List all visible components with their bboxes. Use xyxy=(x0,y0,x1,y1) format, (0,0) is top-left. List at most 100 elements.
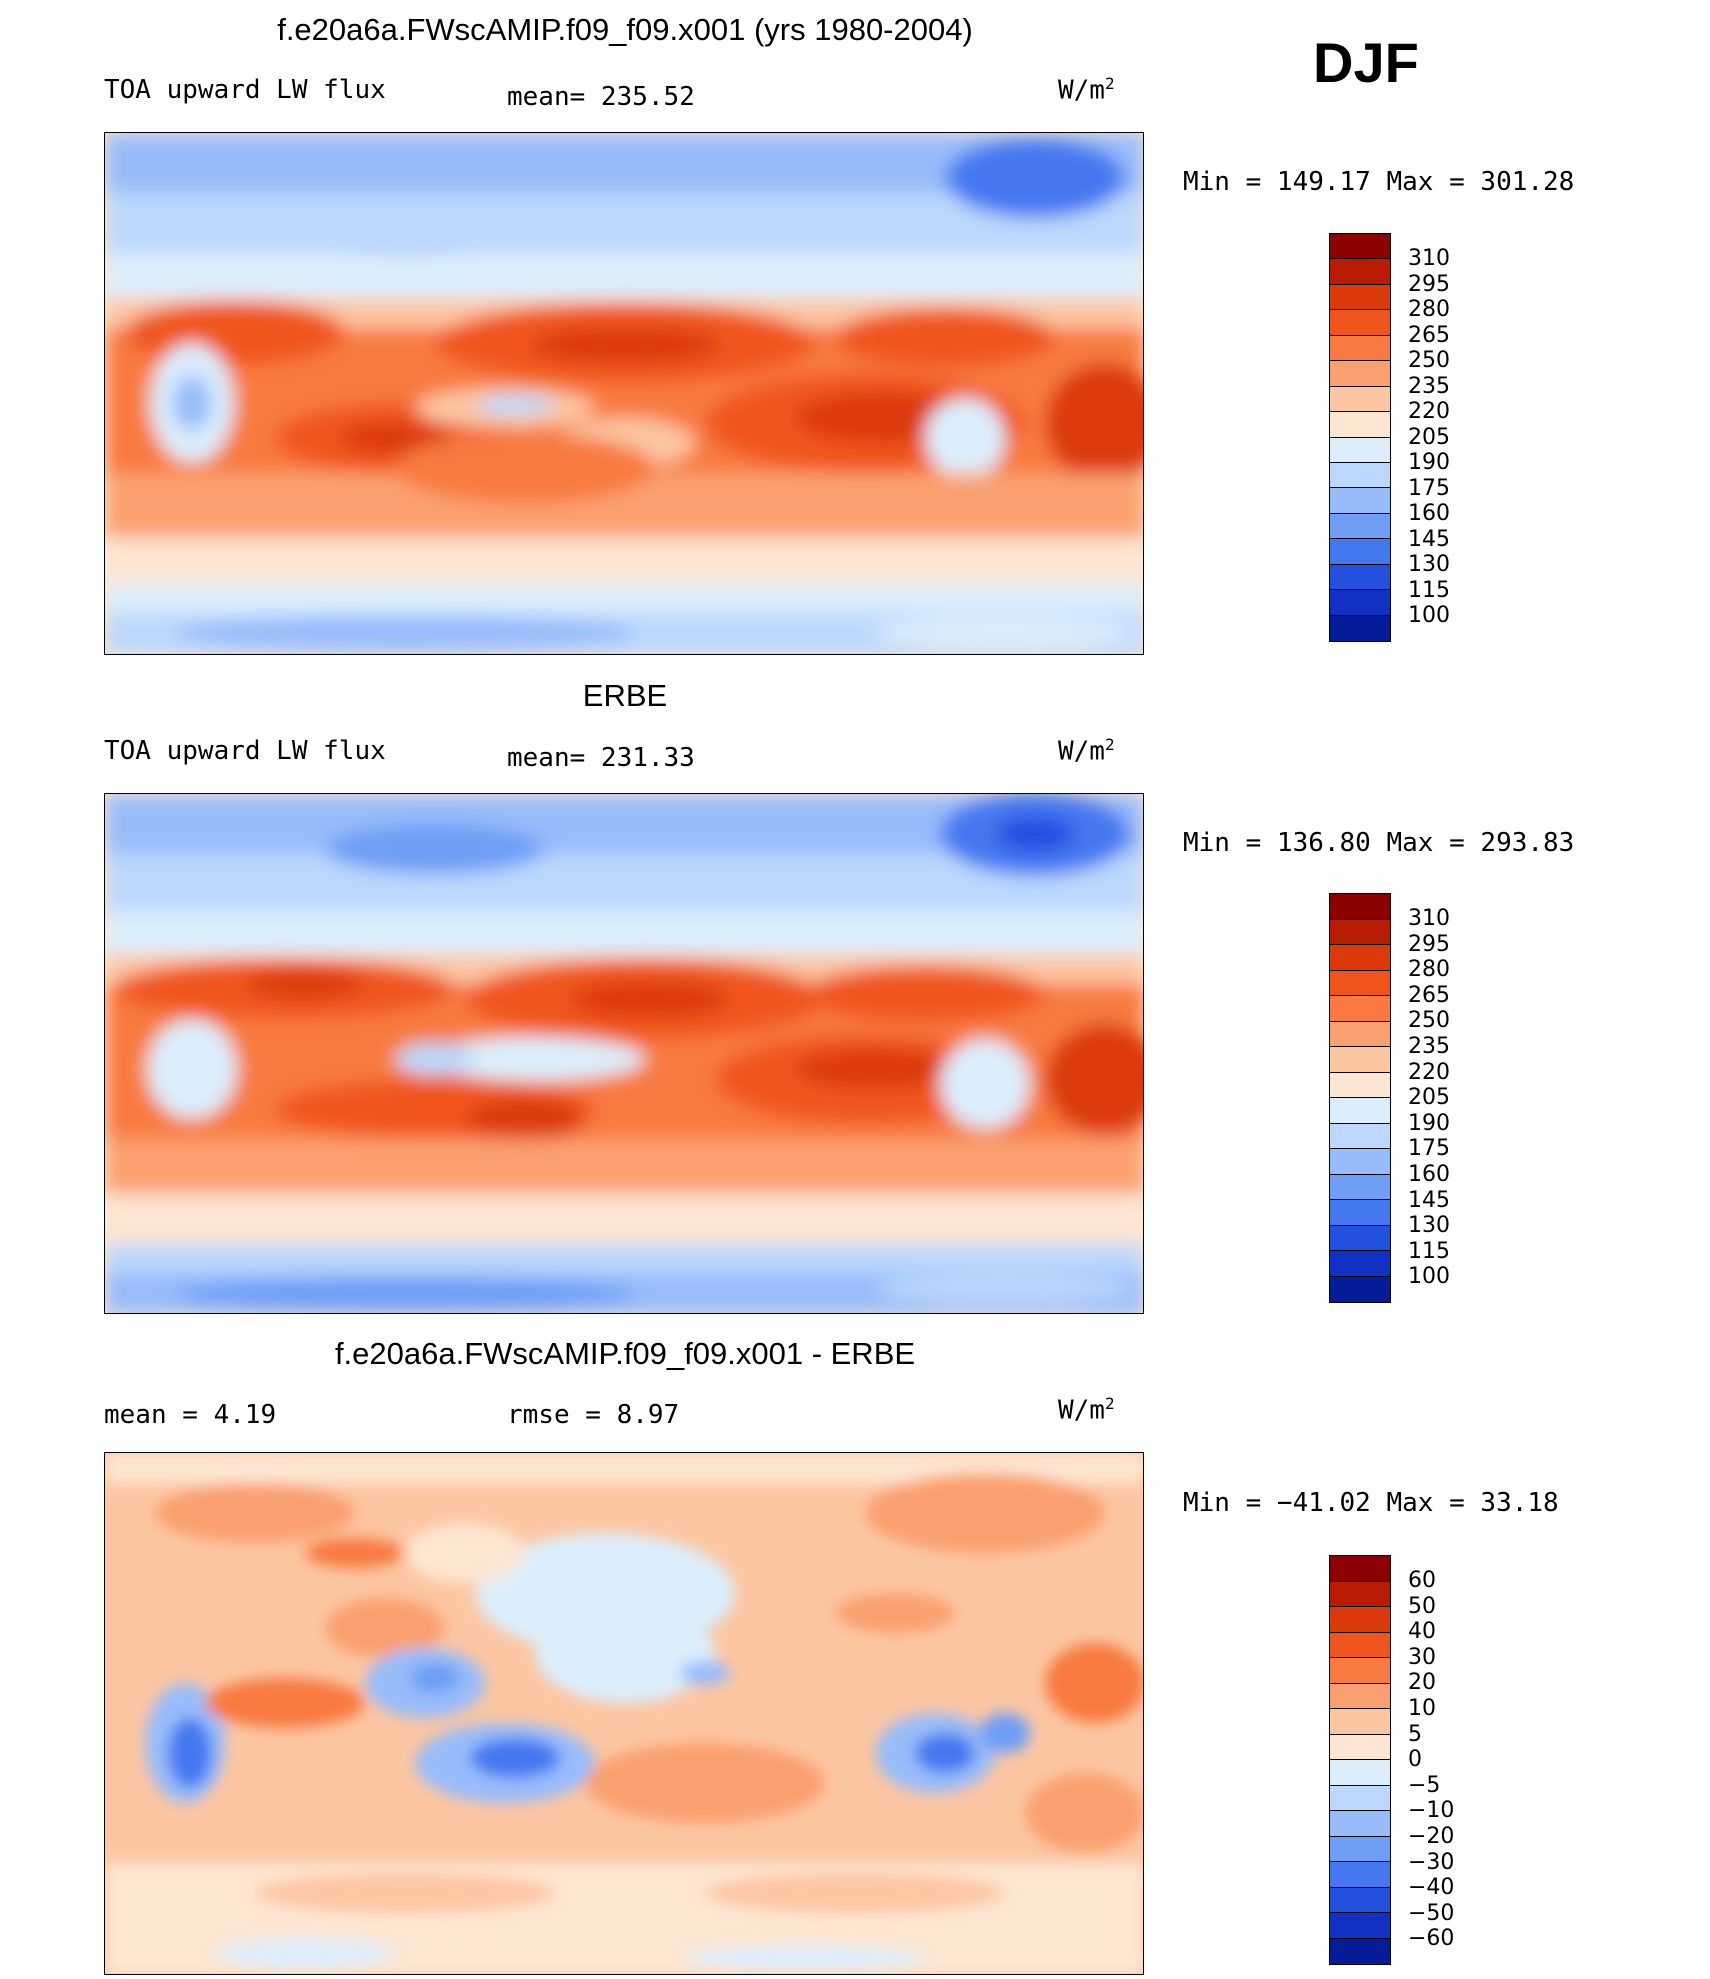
colorbar-tick: 265 xyxy=(1408,983,1450,1008)
colorbar-cell xyxy=(1330,564,1390,591)
colorbar-tick: 295 xyxy=(1408,272,1450,297)
colorbar-tick: 205 xyxy=(1408,1085,1450,1110)
panel3-minmax: Min = −41.02 Max = 33.18 xyxy=(1183,1488,1559,1518)
colorbar-tick: 145 xyxy=(1408,527,1450,552)
colorbar-cell xyxy=(1330,945,1390,971)
colorbar-cell xyxy=(1330,1734,1390,1760)
colorbar-tick: 0 xyxy=(1408,1747,1422,1772)
colorbar-tick: 115 xyxy=(1408,578,1450,603)
colorbar-cell xyxy=(1330,1785,1390,1811)
colorbar-tick: 235 xyxy=(1408,1034,1450,1059)
colorbar-cell xyxy=(1330,1862,1390,1888)
panel1-map-field xyxy=(105,133,1143,654)
colorbar-tick: 30 xyxy=(1408,1645,1436,1670)
colorbar-tick: 190 xyxy=(1408,450,1450,475)
colorbar-cell xyxy=(1330,1123,1390,1149)
panel3-rmse-label: rmse = 8.97 xyxy=(507,1400,680,1430)
season-label: DJF xyxy=(1313,31,1419,94)
colorbar-cell xyxy=(1330,1811,1390,1837)
colorbar-tick: 145 xyxy=(1408,1188,1450,1213)
colorbar-cell xyxy=(1330,1683,1390,1709)
panel2-mean-label: mean= 231.33 xyxy=(507,743,695,773)
colorbar-cell xyxy=(1330,1072,1390,1098)
colorbar-tick: −60 xyxy=(1408,1926,1455,1951)
colorbar-cell xyxy=(1330,1709,1390,1735)
panel2-map xyxy=(104,793,1144,1314)
colorbar-cell xyxy=(1330,894,1390,920)
colorbar-tick: 100 xyxy=(1408,1264,1450,1289)
colorbar-tick: 190 xyxy=(1408,1111,1450,1136)
colorbar-tick: −40 xyxy=(1408,1875,1455,1900)
colorbar-cell xyxy=(1330,1149,1390,1175)
colorbar-cell xyxy=(1330,1098,1390,1124)
colorbar-cell xyxy=(1330,1225,1390,1251)
colorbar-cell xyxy=(1330,1581,1390,1607)
panel3-colorbar xyxy=(1329,1555,1391,1965)
panel2-units: W/m2 xyxy=(1058,735,1115,767)
colorbar-cell xyxy=(1330,1607,1390,1633)
colorbar-cell xyxy=(1330,1658,1390,1684)
colorbar-cell xyxy=(1330,488,1390,514)
colorbar-tick: 250 xyxy=(1408,1008,1450,1033)
colorbar-cell xyxy=(1330,361,1390,387)
colorbar-tick: 100 xyxy=(1408,603,1450,628)
colorbar-cell xyxy=(1330,412,1390,438)
colorbar-cell xyxy=(1330,615,1390,641)
colorbar-cell xyxy=(1330,1047,1390,1073)
panel1-mean-label: mean= 235.52 xyxy=(507,82,695,112)
colorbar-tick: −50 xyxy=(1408,1901,1455,1926)
colorbar-cell xyxy=(1330,1887,1390,1913)
colorbar-cell xyxy=(1330,310,1390,336)
panel3-map-field xyxy=(105,1453,1143,1974)
colorbar-tick: −30 xyxy=(1408,1850,1455,1875)
colorbar-tick: 175 xyxy=(1408,476,1450,501)
colorbar-cell xyxy=(1330,513,1390,540)
colorbar-tick: 160 xyxy=(1408,1162,1450,1187)
colorbar-tick: 220 xyxy=(1408,399,1450,424)
panel1-variable-label: TOA upward LW flux xyxy=(104,75,386,105)
colorbar-tick: 310 xyxy=(1408,906,1450,931)
panel2-title: ERBE xyxy=(582,678,668,713)
colorbar-tick: 10 xyxy=(1408,1696,1436,1721)
colorbar-tick: 250 xyxy=(1408,348,1450,373)
colorbar-cell xyxy=(1330,590,1390,616)
colorbar-tick: −5 xyxy=(1408,1773,1441,1798)
colorbar-tick: 20 xyxy=(1408,1670,1436,1695)
panel3-units: W/m2 xyxy=(1058,1394,1115,1426)
colorbar-tick: 220 xyxy=(1408,1060,1450,1085)
colorbar-tick: 50 xyxy=(1408,1594,1436,1619)
colorbar-cell xyxy=(1330,259,1390,285)
colorbar-cell xyxy=(1330,1836,1390,1862)
colorbar-tick: 160 xyxy=(1408,501,1450,526)
colorbar-cell xyxy=(1330,335,1390,362)
panel3-mean-label: mean = 4.19 xyxy=(104,1400,277,1430)
colorbar-cell xyxy=(1330,1276,1390,1302)
panel2-minmax: Min = 136.80 Max = 293.83 xyxy=(1183,828,1575,858)
colorbar-tick: 175 xyxy=(1408,1136,1450,1161)
colorbar-cell xyxy=(1330,1251,1390,1277)
colorbar-cell xyxy=(1330,1556,1390,1582)
colorbar-tick: 115 xyxy=(1408,1239,1450,1264)
colorbar-cell xyxy=(1330,539,1390,565)
panel1-minmax: Min = 149.17 Max = 301.28 xyxy=(1183,167,1575,197)
colorbar-cell xyxy=(1330,234,1390,260)
panel2-map-field xyxy=(105,794,1143,1313)
colorbar-tick: −10 xyxy=(1408,1798,1455,1823)
panel3-map xyxy=(104,1452,1144,1975)
colorbar-tick: 130 xyxy=(1408,1213,1450,1238)
colorbar-cell xyxy=(1330,1938,1390,1964)
panel3-title: f.e20a6a.FWscAMIP.f09_f09.x001 - ERBE xyxy=(334,1336,916,1371)
colorbar-cell xyxy=(1330,1200,1390,1226)
panel2-colorbar xyxy=(1329,893,1391,1303)
colorbar-cell xyxy=(1330,996,1390,1022)
colorbar-tick: 205 xyxy=(1408,425,1450,450)
colorbar-cell xyxy=(1330,1760,1390,1786)
colorbar-cell xyxy=(1330,1021,1390,1047)
colorbar-tick: 265 xyxy=(1408,323,1450,348)
colorbar-cell xyxy=(1330,284,1390,311)
colorbar-cell xyxy=(1330,1174,1390,1200)
colorbar-cell xyxy=(1330,919,1390,945)
colorbar-tick: 130 xyxy=(1408,552,1450,577)
colorbar-tick: 60 xyxy=(1408,1568,1436,1593)
panel1-units: W/m2 xyxy=(1058,74,1115,106)
